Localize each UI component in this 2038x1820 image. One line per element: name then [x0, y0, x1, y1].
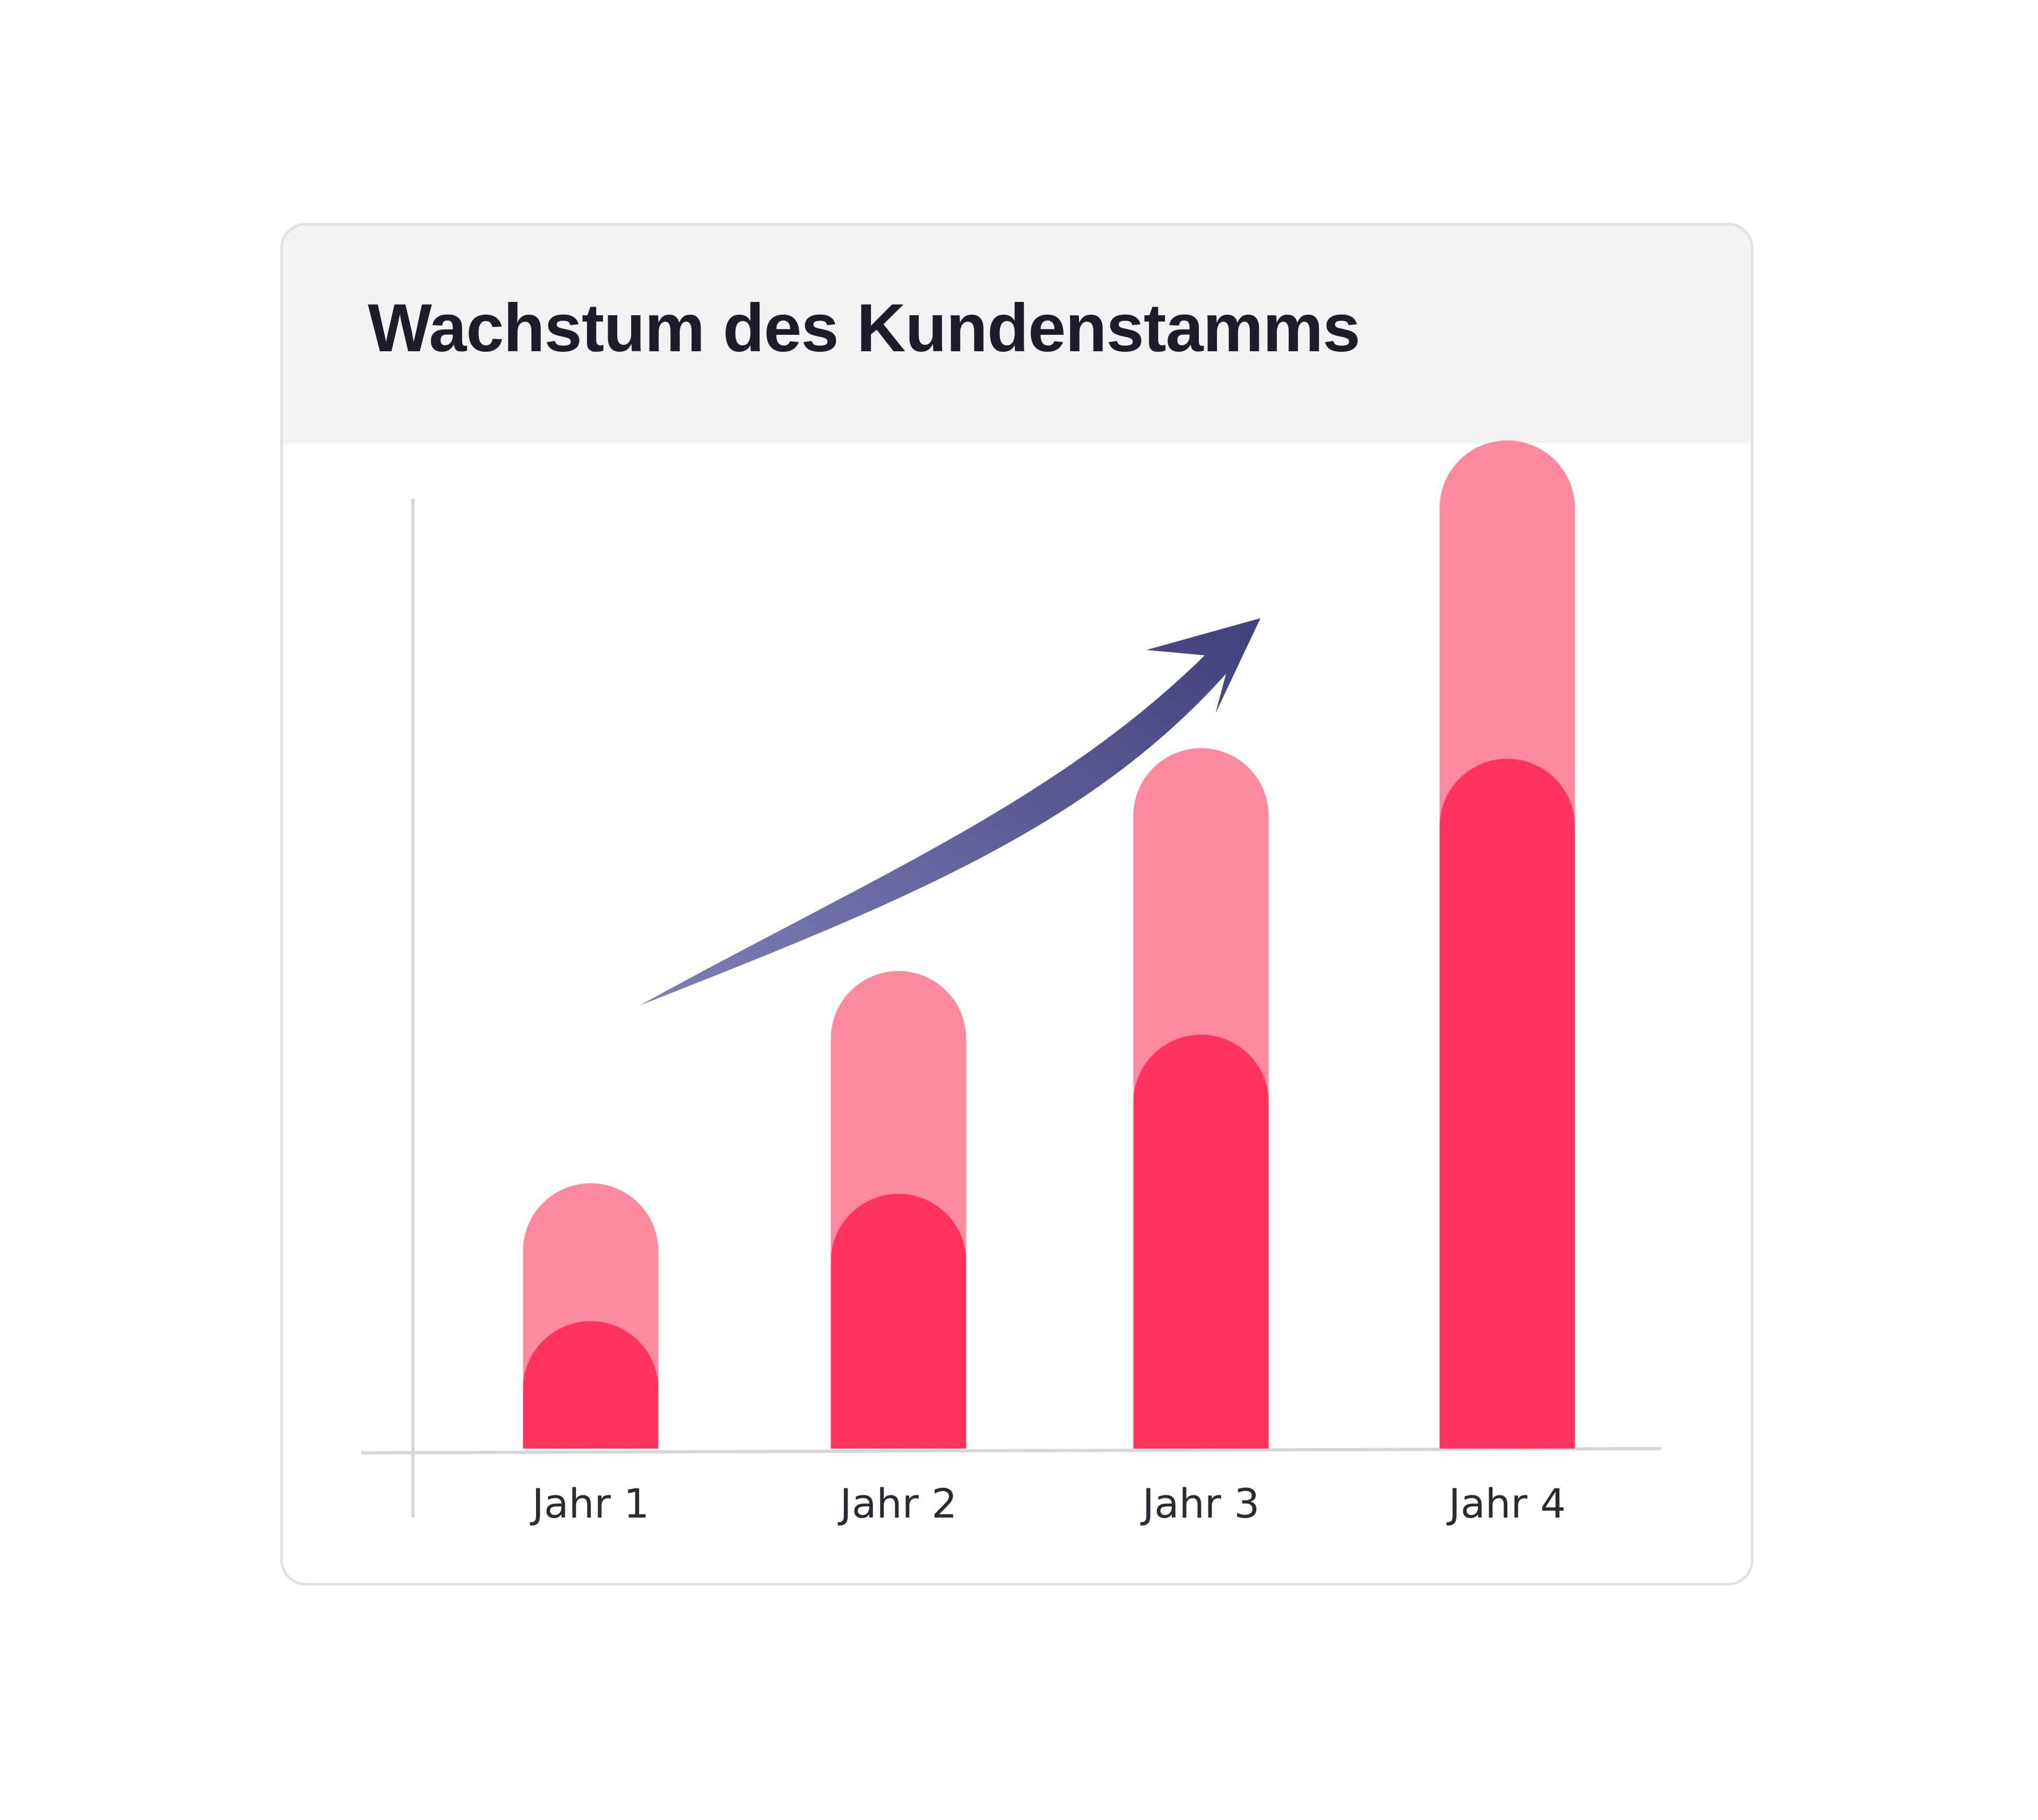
- bars-layer: [523, 440, 1575, 1449]
- card-header: Wachstum des Kundenstamms: [283, 226, 1751, 443]
- x-tick-label: Jahr 1: [530, 1480, 650, 1527]
- x-tick-label: Jahr 2: [838, 1480, 957, 1527]
- bar-inner-4: [1439, 759, 1575, 1449]
- bar-inner-2: [831, 1194, 966, 1449]
- tick-labels: Jahr 1 Jahr 2 Jahr 3 Jahr 4: [530, 1480, 1566, 1527]
- bar-inner-3: [1133, 1035, 1269, 1449]
- x-axis: [360, 1447, 1662, 1454]
- bar-inner-1: [523, 1321, 659, 1449]
- x-tick-label: Jahr 3: [1141, 1480, 1260, 1527]
- x-tick-label: Jahr 4: [1447, 1480, 1566, 1527]
- chart-title: Wachstum des Kundenstamms: [368, 290, 1360, 366]
